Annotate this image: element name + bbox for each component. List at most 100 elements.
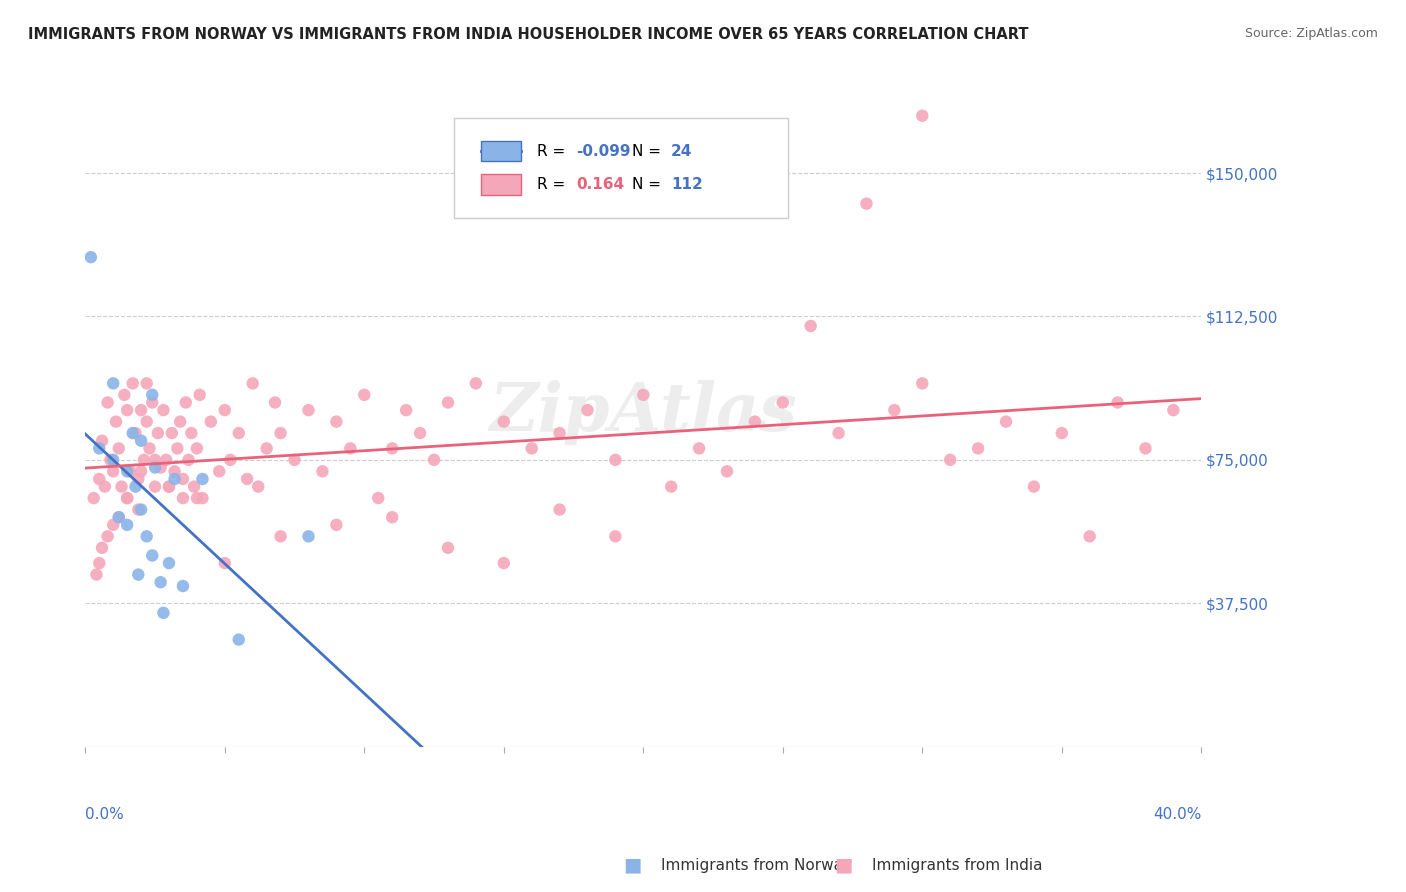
Point xyxy=(188,388,211,402)
Point xyxy=(659,480,682,494)
Point xyxy=(270,426,292,441)
Point xyxy=(118,464,141,478)
Point xyxy=(141,388,163,402)
Point xyxy=(437,541,460,555)
Text: ZipAtlas: ZipAtlas xyxy=(489,380,797,444)
Point xyxy=(121,426,143,441)
Point xyxy=(166,442,188,456)
Point xyxy=(115,491,138,505)
Point xyxy=(172,472,194,486)
Point xyxy=(855,196,877,211)
Point xyxy=(115,464,138,478)
Point xyxy=(110,480,132,494)
Point xyxy=(492,415,515,429)
Point xyxy=(827,426,849,441)
Point xyxy=(94,480,117,494)
Point xyxy=(157,480,180,494)
Point xyxy=(86,567,108,582)
Point xyxy=(129,464,152,478)
Point xyxy=(911,376,934,391)
Point xyxy=(1022,480,1045,494)
Point xyxy=(152,606,174,620)
Point xyxy=(576,403,599,417)
Point xyxy=(141,395,163,409)
Point xyxy=(129,403,152,417)
Point xyxy=(395,403,418,417)
Point xyxy=(169,415,191,429)
Point xyxy=(163,472,186,486)
Point xyxy=(270,529,292,543)
Point xyxy=(409,426,432,441)
Point xyxy=(325,415,347,429)
Text: Source: ZipAtlas.com: Source: ZipAtlas.com xyxy=(1244,27,1378,40)
Point xyxy=(180,426,202,441)
Point xyxy=(160,426,183,441)
Point xyxy=(219,453,242,467)
Point xyxy=(100,453,122,467)
Point xyxy=(247,480,270,494)
Text: ■: ■ xyxy=(834,855,853,875)
Point xyxy=(186,491,208,505)
Text: 112: 112 xyxy=(671,177,703,192)
Point xyxy=(605,453,627,467)
Point xyxy=(143,453,166,467)
Point xyxy=(183,480,205,494)
Point xyxy=(135,415,157,429)
Point xyxy=(157,480,180,494)
Point xyxy=(103,453,125,467)
Point xyxy=(135,529,157,543)
Point xyxy=(115,491,138,505)
Point xyxy=(381,510,404,524)
Point xyxy=(112,388,135,402)
Point xyxy=(121,376,143,391)
Point xyxy=(994,415,1017,429)
Point xyxy=(605,529,627,543)
Point xyxy=(97,529,120,543)
Point xyxy=(97,395,120,409)
Point xyxy=(633,388,655,402)
Point xyxy=(172,579,194,593)
Point xyxy=(208,464,231,478)
Point xyxy=(264,395,287,409)
Point xyxy=(716,464,738,478)
Point xyxy=(172,491,194,505)
Point xyxy=(228,632,250,647)
Text: Immigrants from Norway: Immigrants from Norway xyxy=(661,858,852,872)
Point xyxy=(228,426,250,441)
Point xyxy=(141,549,163,563)
Point xyxy=(492,556,515,570)
Point xyxy=(155,453,177,467)
Point xyxy=(1107,395,1129,409)
Point xyxy=(91,434,114,448)
Point xyxy=(149,460,172,475)
Point xyxy=(138,442,160,456)
Point xyxy=(214,556,236,570)
Bar xyxy=(481,141,520,161)
Text: 0.0%: 0.0% xyxy=(86,807,124,822)
Point xyxy=(103,464,125,478)
Point xyxy=(177,453,200,467)
Point xyxy=(89,472,111,486)
Point xyxy=(353,388,375,402)
Point xyxy=(214,403,236,417)
Text: R =: R = xyxy=(537,144,571,159)
Text: 0.164: 0.164 xyxy=(576,177,624,192)
Point xyxy=(163,464,186,478)
Point xyxy=(103,517,125,532)
Point xyxy=(423,453,446,467)
Point xyxy=(381,442,404,456)
Point xyxy=(115,403,138,417)
Point xyxy=(174,395,197,409)
Point xyxy=(107,510,129,524)
Point xyxy=(127,472,149,486)
Point xyxy=(127,502,149,516)
Point xyxy=(115,517,138,532)
Point xyxy=(200,415,222,429)
Point xyxy=(135,376,157,391)
Point xyxy=(242,376,264,391)
Point xyxy=(143,480,166,494)
Point xyxy=(191,472,214,486)
Text: R =: R = xyxy=(537,177,571,192)
Point xyxy=(437,395,460,409)
Point xyxy=(339,442,361,456)
